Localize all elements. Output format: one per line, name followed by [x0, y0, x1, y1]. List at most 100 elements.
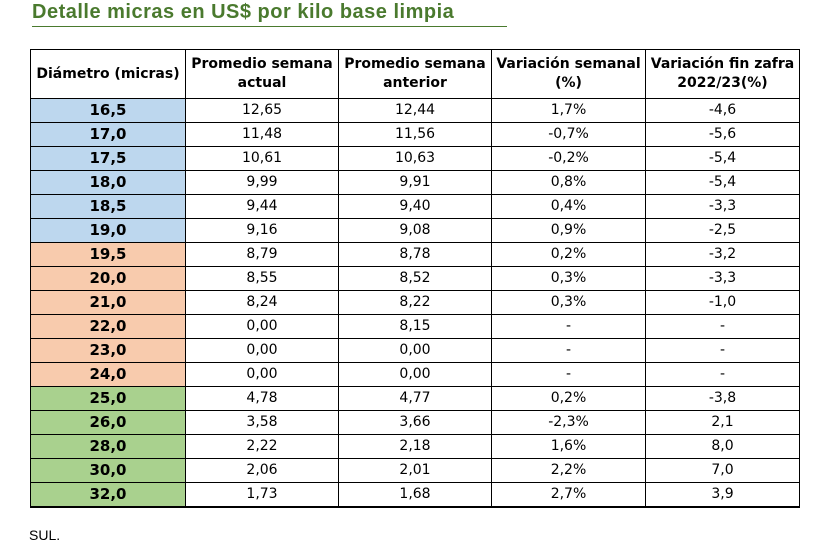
header-promedio-anterior: Promedio semana anterior — [338, 49, 492, 99]
variacion-fin-zafra-cell: - — [645, 362, 800, 387]
variacion-fin-zafra-cell: -2,5 — [645, 218, 800, 243]
variacion-semanal-cell: -2,3% — [491, 410, 646, 435]
table-row: 32,0 1,73 1,68 2,7% 3,9 — [30, 482, 800, 508]
variacion-semanal-cell: - — [491, 362, 646, 387]
variacion-semanal-cell: 0,2% — [491, 386, 646, 411]
diametro-cell: 30,0 — [30, 458, 186, 483]
promedio-anterior-cell: 0,00 — [338, 362, 492, 387]
promedio-anterior-cell: 11,56 — [338, 122, 492, 147]
diametro-cell: 26,0 — [30, 410, 186, 435]
table-row: 18,0 9,99 9,91 0,8% -5,4 — [30, 170, 800, 195]
promedio-anterior-cell: 8,15 — [338, 314, 492, 339]
diametro-cell: 32,0 — [30, 482, 186, 508]
variacion-fin-zafra-cell: -3,3 — [645, 266, 800, 291]
promedio-anterior-cell: 2,01 — [338, 458, 492, 483]
table-row: 17,5 10,61 10,63 -0,2% -5,4 — [30, 146, 800, 171]
variacion-semanal-cell: -0,7% — [491, 122, 646, 147]
variacion-semanal-cell: 1,7% — [491, 98, 646, 123]
promedio-actual-cell: 12,65 — [185, 98, 339, 123]
diametro-cell: 16,5 — [30, 98, 186, 123]
promedio-actual-cell: 2,22 — [185, 434, 339, 459]
promedio-actual-cell: 9,16 — [185, 218, 339, 243]
diametro-cell: 22,0 — [30, 314, 186, 339]
variacion-fin-zafra-cell: -5,6 — [645, 122, 800, 147]
promedio-anterior-cell: 1,68 — [338, 482, 492, 508]
table-row: 25,0 4,78 4,77 0,2% -3,8 — [30, 386, 800, 411]
table-body: 16,5 12,65 12,44 1,7% -4,6 17,0 11,48 11,56 -0,7… — [30, 98, 800, 508]
title-underline — [32, 26, 507, 27]
promedio-actual-cell: 8,79 — [185, 242, 339, 267]
table-row: 28,0 2,22 2,18 1,6% 8,0 — [30, 434, 800, 459]
header-variacion-semanal: Variación semanal (%) — [491, 49, 646, 99]
diametro-cell: 18,5 — [30, 194, 186, 219]
header-variacion-fin-zafra: Variación fin zafra 2022/23(%) — [645, 49, 800, 99]
variacion-fin-zafra-cell: -5,4 — [645, 170, 800, 195]
variacion-fin-zafra-cell: - — [645, 338, 800, 363]
page-title: Detalle micras en US$ por kilo base limp… — [32, 1, 455, 23]
variacion-semanal-cell: 1,6% — [491, 434, 646, 459]
variacion-semanal-cell: 0,8% — [491, 170, 646, 195]
variacion-fin-zafra-cell: -5,4 — [645, 146, 800, 171]
promedio-anterior-cell: 8,52 — [338, 266, 492, 291]
variacion-fin-zafra-cell: 2,1 — [645, 410, 800, 435]
variacion-semanal-cell: 2,7% — [491, 482, 646, 508]
table-row: 24,0 0,00 0,00- - — [30, 362, 800, 387]
promedio-anterior-cell: 4,77 — [338, 386, 492, 411]
diametro-cell: 24,0 — [30, 362, 186, 387]
diametro-cell: 19,0 — [30, 218, 186, 243]
variacion-fin-zafra-cell: - — [645, 314, 800, 339]
table-row: 16,5 12,65 12,44 1,7% -4,6 — [30, 98, 800, 123]
table-row: 17,0 11,48 11,56 -0,7% -5,6 — [30, 122, 800, 147]
variacion-fin-zafra-cell: 8,0 — [645, 434, 800, 459]
diametro-cell: 17,0 — [30, 122, 186, 147]
variacion-semanal-cell: 0,2% — [491, 242, 646, 267]
promedio-anterior-cell: 2,18 — [338, 434, 492, 459]
promedio-actual-cell: 4,78 — [185, 386, 339, 411]
header-promedio-actual: Promedio semana actual — [185, 49, 339, 99]
promedio-anterior-cell: 9,40 — [338, 194, 492, 219]
variacion-fin-zafra-cell: -3,3 — [645, 194, 800, 219]
variacion-fin-zafra-cell: -3,8 — [645, 386, 800, 411]
table-row: 22,0 0,00 8,15- - — [30, 314, 800, 339]
promedio-actual-cell: 0,00 — [185, 338, 339, 363]
variacion-fin-zafra-cell: -3,2 — [645, 242, 800, 267]
variacion-semanal-cell: 0,9% — [491, 218, 646, 243]
diametro-cell: 19,5 — [30, 242, 186, 267]
variacion-semanal-cell: 0,4% — [491, 194, 646, 219]
variacion-semanal-cell: - — [491, 314, 646, 339]
promedio-anterior-cell: 12,44 — [338, 98, 492, 123]
source-note: SUL. — [29, 527, 61, 543]
diametro-cell: 28,0 — [30, 434, 186, 459]
promedio-actual-cell: 0,00 — [185, 362, 339, 387]
variacion-semanal-cell: 2,2% — [491, 458, 646, 483]
variacion-semanal-cell: 0,3% — [491, 290, 646, 315]
promedio-actual-cell: 3,58 — [185, 410, 339, 435]
table-header-row: Diámetro (micras) Promedio semana actual… — [30, 49, 800, 99]
promedio-anterior-cell: 8,22 — [338, 290, 492, 315]
promedio-anterior-cell: 9,08 — [338, 218, 492, 243]
promedio-anterior-cell: 9,91 — [338, 170, 492, 195]
table-row: 23,0 0,00 0,00- - — [30, 338, 800, 363]
diametro-cell: 20,0 — [30, 266, 186, 291]
promedio-actual-cell: 9,99 — [185, 170, 339, 195]
price-table: Diámetro (micras) Promedio semana actual… — [30, 49, 800, 508]
promedio-actual-cell: 9,44 — [185, 194, 339, 219]
promedio-actual-cell: 11,48 — [185, 122, 339, 147]
promedio-anterior-cell: 10,63 — [338, 146, 492, 171]
diametro-cell: 21,0 — [30, 290, 186, 315]
promedio-actual-cell: 8,24 — [185, 290, 339, 315]
promedio-anterior-cell: 0,00 — [338, 338, 492, 363]
header-diametro: Diámetro (micras) — [30, 49, 186, 99]
variacion-semanal-cell: -0,2% — [491, 146, 646, 171]
diametro-cell: 25,0 — [30, 386, 186, 411]
promedio-actual-cell: 2,06 — [185, 458, 339, 483]
variacion-semanal-cell: 0,3% — [491, 266, 646, 291]
promedio-actual-cell: 1,73 — [185, 482, 339, 508]
promedio-anterior-cell: 8,78 — [338, 242, 492, 267]
table-row: 19,0 9,16 9,08 0,9% -2,5 — [30, 218, 800, 243]
promedio-actual-cell: 10,61 — [185, 146, 339, 171]
diametro-cell: 18,0 — [30, 170, 186, 195]
variacion-fin-zafra-cell: 3,9 — [645, 482, 800, 508]
diametro-cell: 23,0 — [30, 338, 186, 363]
variacion-semanal-cell: - — [491, 338, 646, 363]
